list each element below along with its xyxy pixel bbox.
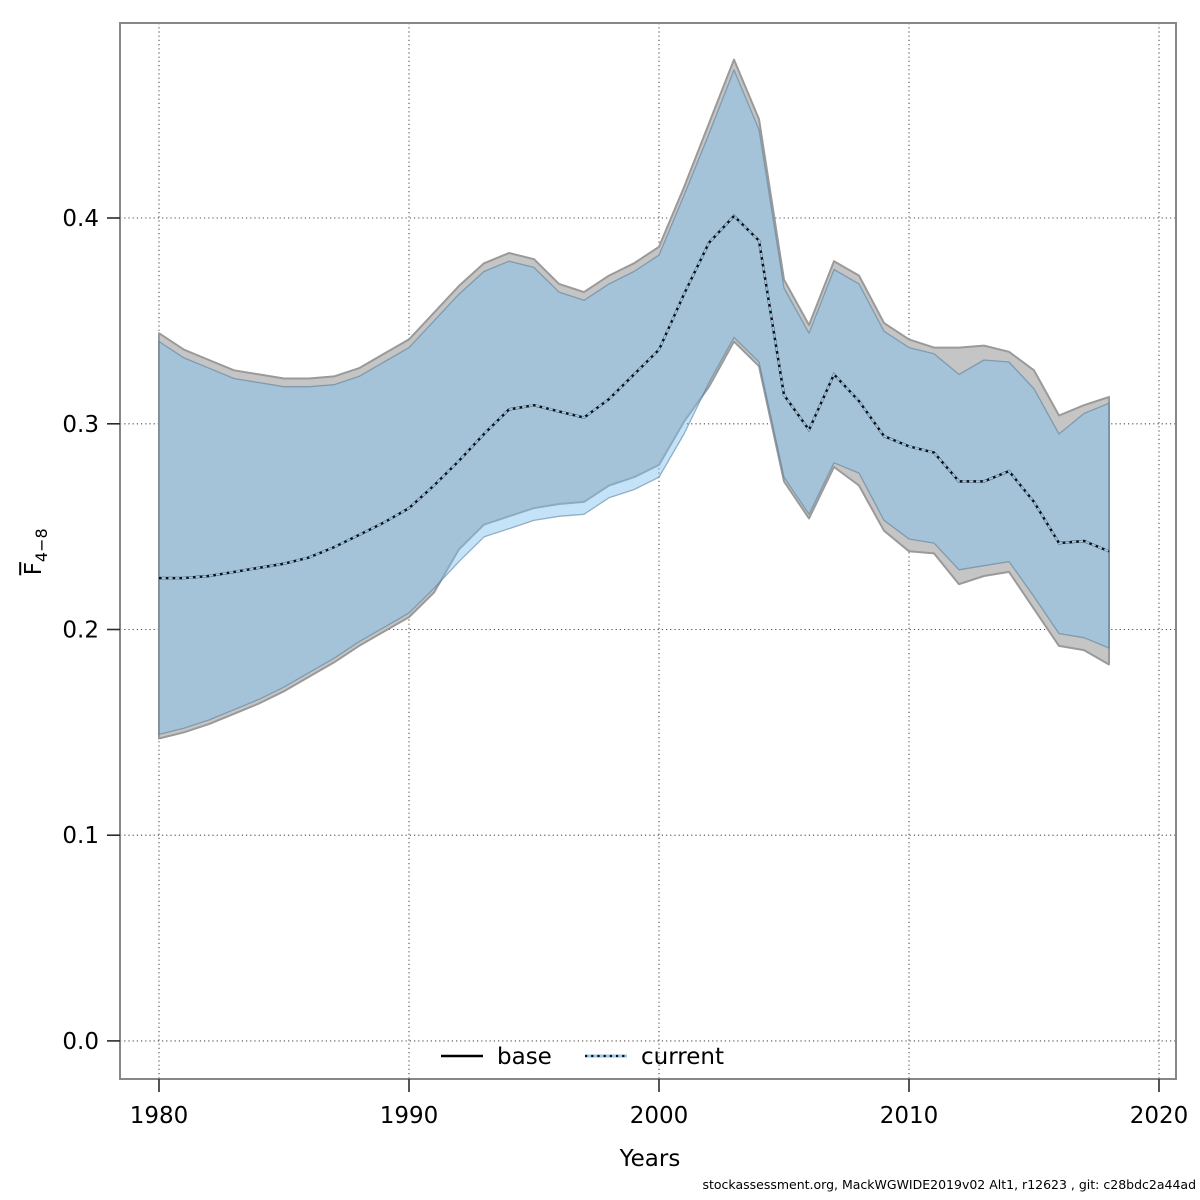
x-axis-label: Years: [619, 1146, 681, 1172]
plot-border: [119, 22, 1177, 1080]
y-axis-label-subscript: 4−8: [31, 528, 51, 563]
y-tick-label: 0.0: [62, 1029, 99, 1055]
legend: base current: [441, 1044, 724, 1070]
x-tick-label: 2020: [1130, 1103, 1189, 1129]
y-tick-label: 0.3: [62, 412, 99, 438]
legend-base-label: base: [497, 1044, 552, 1070]
x-tick-label: 1980: [130, 1103, 189, 1129]
current-confidence-band: [158, 69, 1110, 736]
y-axis-label: F4−8: [21, 472, 51, 632]
x-tick-label: 2000: [630, 1103, 689, 1129]
y-axis-label-symbol: F: [21, 562, 48, 576]
axis-ticks: [107, 217, 1160, 1092]
x-tick-label: 2010: [880, 1103, 939, 1129]
y-tick-label: 0.1: [62, 823, 99, 849]
y-tick-label: 0.4: [62, 206, 99, 232]
current-line-dotted: [159, 214, 1110, 580]
axis-tick-labels: 1980 1990 2000 2010 2020 0.0 0.1 0.2 0.3 0.4: [62, 206, 1188, 1129]
legend-current-label: current: [641, 1044, 724, 1070]
y-tick-label: 0.2: [62, 618, 99, 644]
base-confidence-band: [158, 58, 1110, 740]
credit-line: stockassessment.org, MackWGWIDE2019v02 A…: [702, 1177, 1197, 1192]
x-tick-label: 1990: [380, 1103, 439, 1129]
